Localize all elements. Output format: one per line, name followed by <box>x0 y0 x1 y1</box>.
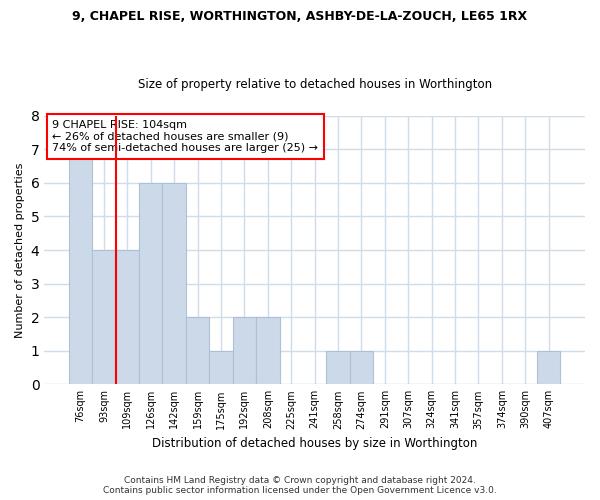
Bar <box>256 317 280 384</box>
Text: 9, CHAPEL RISE, WORTHINGTON, ASHBY-DE-LA-ZOUCH, LE65 1RX: 9, CHAPEL RISE, WORTHINGTON, ASHBY-DE-LA… <box>73 10 527 23</box>
Bar <box>209 350 233 384</box>
Bar <box>233 317 256 384</box>
Y-axis label: Number of detached properties: Number of detached properties <box>15 162 25 338</box>
Bar <box>92 250 116 384</box>
Bar <box>139 183 163 384</box>
Bar <box>163 183 186 384</box>
Title: Size of property relative to detached houses in Worthington: Size of property relative to detached ho… <box>137 78 492 91</box>
Bar <box>537 350 560 384</box>
Bar <box>69 150 92 384</box>
X-axis label: Distribution of detached houses by size in Worthington: Distribution of detached houses by size … <box>152 437 478 450</box>
Bar <box>326 350 350 384</box>
Text: Contains HM Land Registry data © Crown copyright and database right 2024.
Contai: Contains HM Land Registry data © Crown c… <box>103 476 497 495</box>
Bar <box>186 317 209 384</box>
Bar <box>350 350 373 384</box>
Text: 9 CHAPEL RISE: 104sqm
← 26% of detached houses are smaller (9)
74% of semi-detac: 9 CHAPEL RISE: 104sqm ← 26% of detached … <box>52 120 319 153</box>
Bar <box>116 250 139 384</box>
